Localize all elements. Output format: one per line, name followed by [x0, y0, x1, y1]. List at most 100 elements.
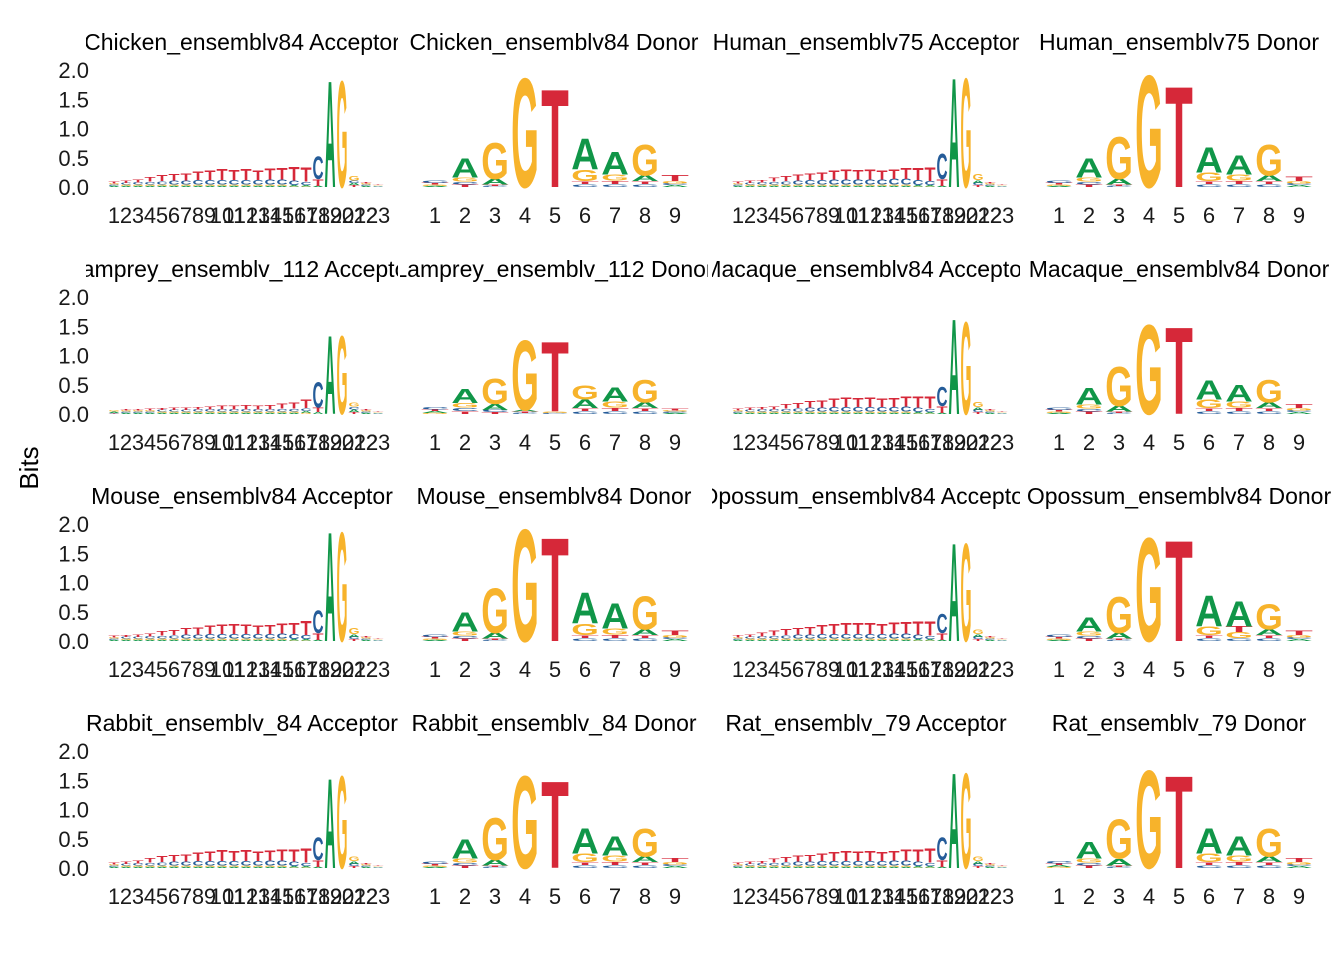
logo-letter: G [912, 186, 923, 187]
logo-letter: G [1255, 373, 1283, 410]
logo-letter: T [360, 182, 371, 184]
logo-letter: A [451, 385, 479, 407]
logo-letter: G [984, 183, 995, 185]
logo-letter: T [936, 631, 947, 642]
panel-title: Macaque_ensemblv84 Donor [1029, 256, 1330, 282]
x-tick-label: 3 [132, 657, 144, 682]
logo-letter: A [571, 822, 599, 862]
logo-letter: A [984, 413, 995, 415]
x-tick-label: 12 [858, 203, 882, 228]
x-tick-label: 11 [223, 884, 246, 909]
logo-letter: A [228, 640, 239, 642]
x-tick-label: 4 [144, 203, 156, 228]
logo-letter: T [828, 169, 839, 183]
logo-letter: C [972, 637, 983, 640]
logo-letter: A [732, 640, 743, 642]
logo-letter: C [888, 178, 899, 187]
logo-letter: C [180, 633, 192, 640]
logo-letter: T [312, 177, 323, 188]
logo-letter: G [372, 639, 383, 640]
logo-letter: G [601, 855, 629, 864]
logo-letter: A [828, 186, 839, 188]
logo-letter: A [631, 174, 659, 183]
logo-letter: A [276, 413, 287, 415]
logo-letter: A [240, 867, 251, 869]
logo-letter: A [240, 186, 251, 188]
logo-letter: C [1285, 864, 1313, 867]
logo-letter: T [1105, 638, 1133, 640]
logo-letter: T [756, 179, 767, 183]
x-tick-label: 3 [132, 884, 144, 909]
logo-letter: T [744, 634, 755, 638]
logo-letter: T [120, 635, 131, 638]
logo-letter: C [108, 866, 119, 868]
logo-letter: A [312, 186, 323, 188]
logo-letter: A [132, 640, 143, 642]
x-tick-label: 11 [847, 884, 870, 909]
logo-letter: G [888, 866, 899, 868]
x-tick-label: 2 [120, 430, 132, 455]
y-tick-label: 2.0 [58, 285, 89, 310]
logo-letter: T [300, 164, 311, 186]
x-tick-label: 1 [108, 203, 120, 228]
logo-letter: C [924, 635, 936, 640]
logo-letter: C [852, 860, 863, 867]
logo-letter: A [276, 867, 287, 869]
logo-letter: A [216, 867, 227, 869]
logo-letter: A [1255, 855, 1283, 864]
x-tick-label: 16 [906, 657, 930, 682]
logo-letter: A [360, 413, 371, 415]
logo-letter: G [1255, 598, 1283, 638]
logo-letter: C [744, 864, 755, 867]
logo-letter: A [768, 640, 779, 642]
y-axis-label: Bits [14, 446, 44, 489]
logo-letter: C [924, 408, 936, 413]
logo-letter: G [840, 412, 851, 414]
logo-letter: G [252, 412, 263, 414]
panel-title: Opossum_ensemblv84 Donor [1027, 483, 1332, 509]
logo-letter: A [888, 186, 899, 188]
logo-letter: T [481, 865, 509, 867]
logo-letter: G [840, 866, 851, 868]
logo-letter: C [312, 832, 323, 868]
x-tick-label: 3 [756, 657, 768, 682]
logo-letter: G [511, 320, 539, 432]
logo-letter: A [912, 412, 923, 414]
logo-letter: A [936, 413, 947, 415]
logo-letter: T [348, 412, 359, 415]
logo-letter: A [481, 178, 509, 187]
x-tick-label: 16 [906, 884, 930, 909]
logo-letter: G [192, 412, 203, 414]
logo-letter: G [780, 639, 791, 641]
logo-letter: G [300, 186, 311, 187]
logo-letter: G [571, 852, 599, 865]
x-tick-label: 18 [306, 203, 330, 228]
logo-letter: C [1105, 413, 1133, 415]
logo-letter: A [780, 413, 791, 415]
x-tick-label: 8 [639, 657, 651, 682]
logo-letter: T [571, 180, 599, 184]
logo-letter: T [132, 634, 143, 638]
logo-letter: C [912, 633, 923, 640]
logo-letter: A [840, 640, 851, 642]
logo-letter: C [1105, 640, 1133, 642]
logo-letter: A [240, 640, 251, 642]
logo-letter: G [864, 866, 875, 868]
logo-letter: A [240, 413, 251, 415]
x-tick-label: 9 [204, 430, 216, 455]
logo-letter: G [1195, 398, 1223, 411]
x-tick-label: 20 [330, 884, 354, 909]
logo-letter: A [204, 186, 215, 188]
logo-letter: T [876, 622, 888, 638]
logo-letter: G [888, 639, 899, 641]
logo-letter: G [924, 186, 935, 187]
logo-letter: A [1285, 866, 1313, 869]
logo-letter: C [996, 867, 1007, 868]
y-tick-label: 1.5 [58, 314, 89, 339]
logo-letter: G [216, 412, 227, 414]
logo-letter: C [780, 635, 792, 640]
logo-letter: A [1255, 401, 1283, 410]
logo-letter: A [768, 867, 779, 869]
logo-letter: A [120, 640, 131, 642]
logo-letter: A [216, 640, 227, 642]
